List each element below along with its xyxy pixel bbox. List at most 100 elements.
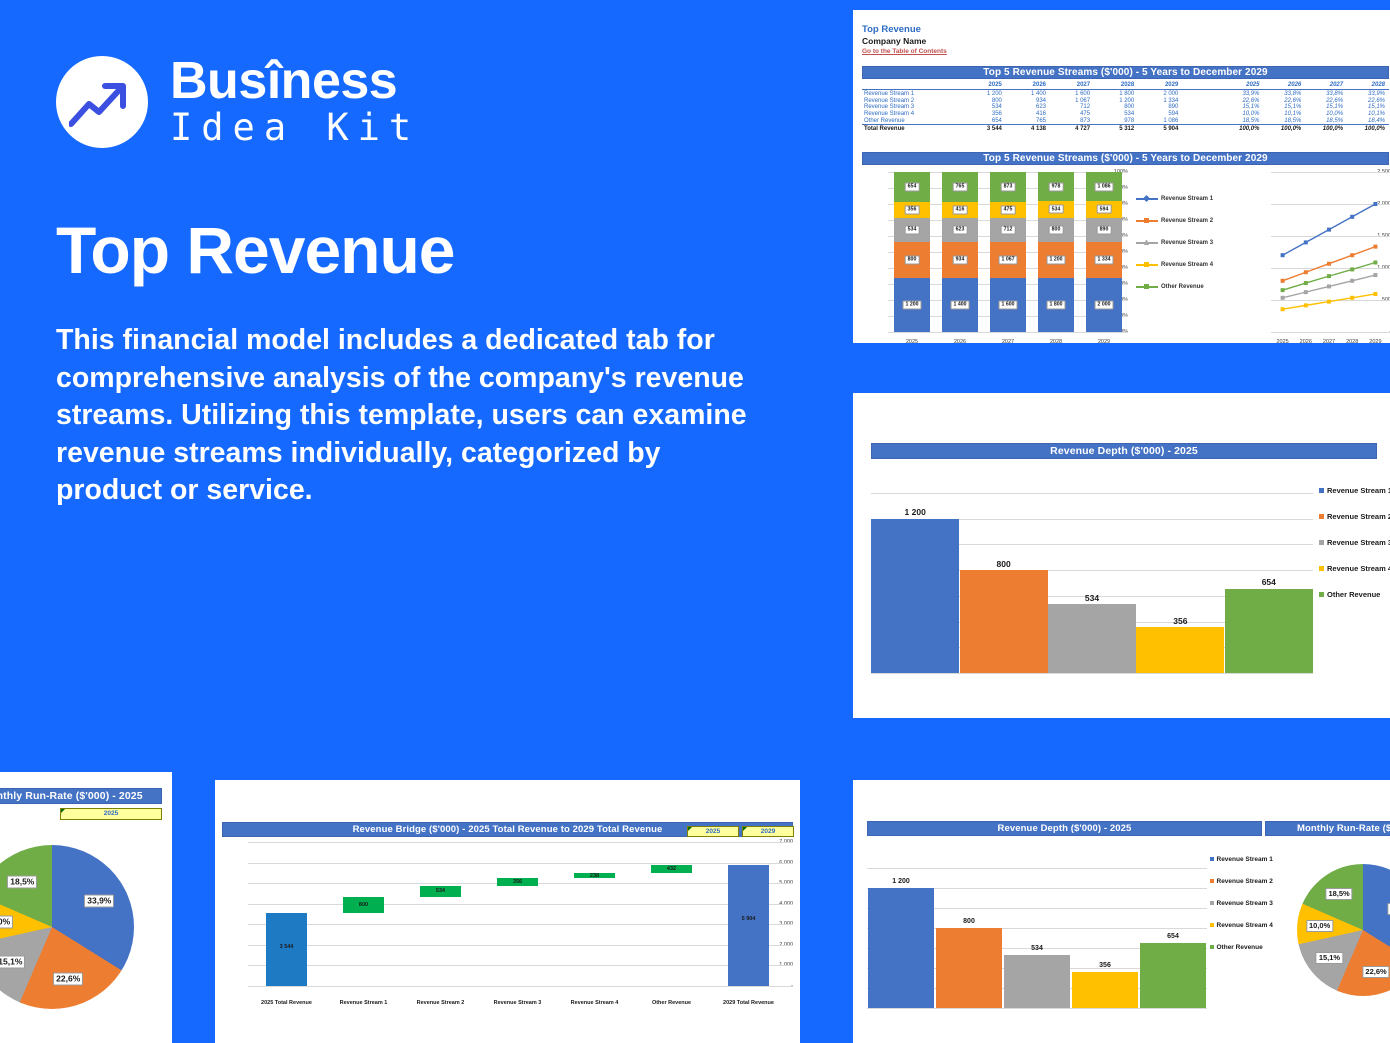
row-pct: 15,1% — [1367, 104, 1385, 111]
gridline — [871, 673, 1313, 674]
chart-title-revenue-depth-small: Revenue Depth ($'000) - 2025 — [867, 821, 1262, 836]
row-value: 356 — [991, 111, 1002, 118]
legend-marker-icon — [1144, 261, 1149, 267]
brand-name-line1: Busîness — [170, 52, 398, 110]
gridline — [248, 862, 793, 864]
x-axis-tick: Revenue Stream 1 — [339, 1000, 388, 1006]
row-value: 534 — [991, 104, 1002, 111]
row-pct: 18,4% — [1347, 117, 1389, 126]
bar-segment-label: 800 — [904, 255, 920, 265]
bar-segment: 1 334 — [1086, 241, 1122, 278]
sheet-card-depth-and-pie: Revenue Depth ($'000) - 2025 Monthly Run… — [853, 780, 1390, 1043]
legend-item: Other Revenue — [1319, 581, 1390, 607]
legend-label: Revenue Stream 3 — [1327, 537, 1390, 547]
total-pct: 100,0% — [1347, 124, 1389, 133]
bar-segment: 654 — [894, 172, 930, 202]
bridge-from-year-dropdown[interactable]: 2025 — [687, 826, 739, 837]
bar-segment: 1 200 — [1038, 241, 1074, 278]
x-axis-tick: 2026 — [953, 339, 967, 343]
bar — [1004, 954, 1070, 1008]
table-header-year: 2027 — [1052, 82, 1097, 91]
row-pct: 10,1% — [1367, 111, 1385, 118]
legend-swatch — [1210, 857, 1214, 861]
pie-slice-label: 15,1% — [1315, 951, 1344, 964]
chart-title-revenue-depth: Revenue Depth ($'000) - 2025 — [871, 443, 1377, 459]
bar-value-label: 1 200 — [892, 878, 910, 885]
bar-segment: 1 200 — [894, 277, 930, 332]
table-header-pct-year: 2027 — [1305, 82, 1348, 91]
row-value: 1 200 — [1119, 97, 1135, 104]
bar-segment: 1 086 — [1086, 172, 1122, 202]
legend-swatch — [1319, 565, 1324, 571]
row-pct: 18,5% — [1221, 117, 1264, 126]
stacked-bar-column: 765 416 623 934 1 400 — [942, 172, 978, 332]
table-header-pct-year: 2025 — [1221, 82, 1264, 91]
bar-segment: 1 400 — [942, 277, 978, 332]
bar-segment: 534 — [1038, 201, 1074, 218]
x-axis-tick: Revenue Stream 3 — [493, 1000, 542, 1006]
legend-item: Revenue Stream 4 — [1319, 555, 1390, 581]
bar-segment-label: 1 600 — [998, 300, 1018, 310]
bar-segment: 2 000 — [1086, 277, 1122, 332]
bar — [959, 570, 1048, 673]
bar-segment-label: 534 — [904, 225, 920, 235]
table-of-contents-link[interactable]: Go to the Table of Contents — [862, 48, 947, 55]
waterfall-bar-label: 800 — [358, 901, 369, 908]
sheet-subtitle: Company Name — [862, 36, 927, 46]
legend-label: Revenue Stream 4 — [1161, 262, 1214, 268]
row-label: Revenue Stream 1 — [864, 90, 915, 97]
legend-line-icon — [1136, 283, 1158, 289]
row-pct: 18,5% — [1263, 117, 1306, 126]
bar-segment: 890 — [1086, 217, 1122, 242]
table-header-pct-year: 2026 — [1263, 82, 1306, 91]
gridline — [1271, 332, 1390, 333]
sheet-card-revenue-bridge: Revenue Bridge ($'000) - 2025 Total Reve… — [215, 780, 800, 1043]
row-value: 890 — [1168, 104, 1179, 111]
table-header-blank — [862, 82, 964, 91]
table-row: Revenue Stream 1 1 200 1 400 1 600 1 800 2 00… — [862, 90, 1389, 97]
gridline — [867, 908, 1207, 909]
legend-item: Revenue Stream 2 — [1136, 210, 1213, 232]
row-pct: 10,0% — [1326, 111, 1344, 118]
legend-label: Revenue Stream 3 — [1161, 240, 1214, 246]
legend-item: Revenue Stream 3 — [1319, 529, 1390, 555]
waterfall-bar-label: 432 — [666, 865, 677, 872]
pie-slice-label: 22,6% — [1362, 965, 1390, 978]
table-header-year: 2028 — [1096, 82, 1141, 91]
waterfall-bar-label: 534 — [435, 888, 446, 895]
row-pct: 33,9% — [1367, 90, 1385, 97]
year-selector-dropdown[interactable]: 2025 — [60, 808, 162, 820]
bar-segment-label: 800 — [1048, 225, 1064, 235]
bar-segment-label: 1 200 — [1046, 255, 1066, 265]
bar-segment: 594 — [1086, 201, 1122, 218]
legend-label: Revenue Stream 4 — [1327, 563, 1390, 573]
total-value: 3 544 — [963, 124, 1008, 133]
total-label: Total Revenue — [862, 124, 964, 133]
row-pct: 22,6% — [1367, 97, 1385, 104]
bridge-to-year-dropdown[interactable]: 2029 — [742, 826, 794, 837]
legend-item: Revenue Stream 1 — [1210, 848, 1273, 870]
bar-segment: 934 — [942, 241, 978, 278]
table-row: Other Revenue 654 765 873 978 1 086 18,5% 18,5%… — [862, 117, 1389, 126]
bar-segment: 475 — [990, 201, 1026, 218]
total-value: 5 904 — [1140, 124, 1185, 133]
page-title: Top Revenue — [56, 213, 456, 287]
bar-segment-label: 1 067 — [998, 255, 1018, 265]
legend-swatch — [1319, 513, 1324, 519]
gridline — [248, 944, 793, 946]
gridline — [871, 544, 1313, 546]
gridline — [1271, 204, 1390, 205]
bar-segment-label: 1 086 — [1094, 182, 1114, 192]
legend-item: Revenue Stream 3 — [1136, 232, 1213, 254]
stacked-100-chart: 0%10%20%30%40%50%60%70%80%90%100%6543565… — [862, 168, 1128, 343]
pie-slice-label: 10,0% — [1305, 919, 1334, 932]
x-axis-tick: Other Revenue — [651, 1000, 692, 1006]
bar-value-label: 800 — [996, 558, 1011, 569]
stacked-bar-column: 978 534 800 1 200 1 800 — [1038, 172, 1074, 332]
legend-swatch — [1210, 901, 1214, 905]
row-label: Revenue Stream 4 — [864, 111, 915, 118]
gridline — [248, 924, 793, 926]
row-pct: 15,1% — [1326, 104, 1344, 111]
row-value: 654 — [963, 117, 1008, 126]
